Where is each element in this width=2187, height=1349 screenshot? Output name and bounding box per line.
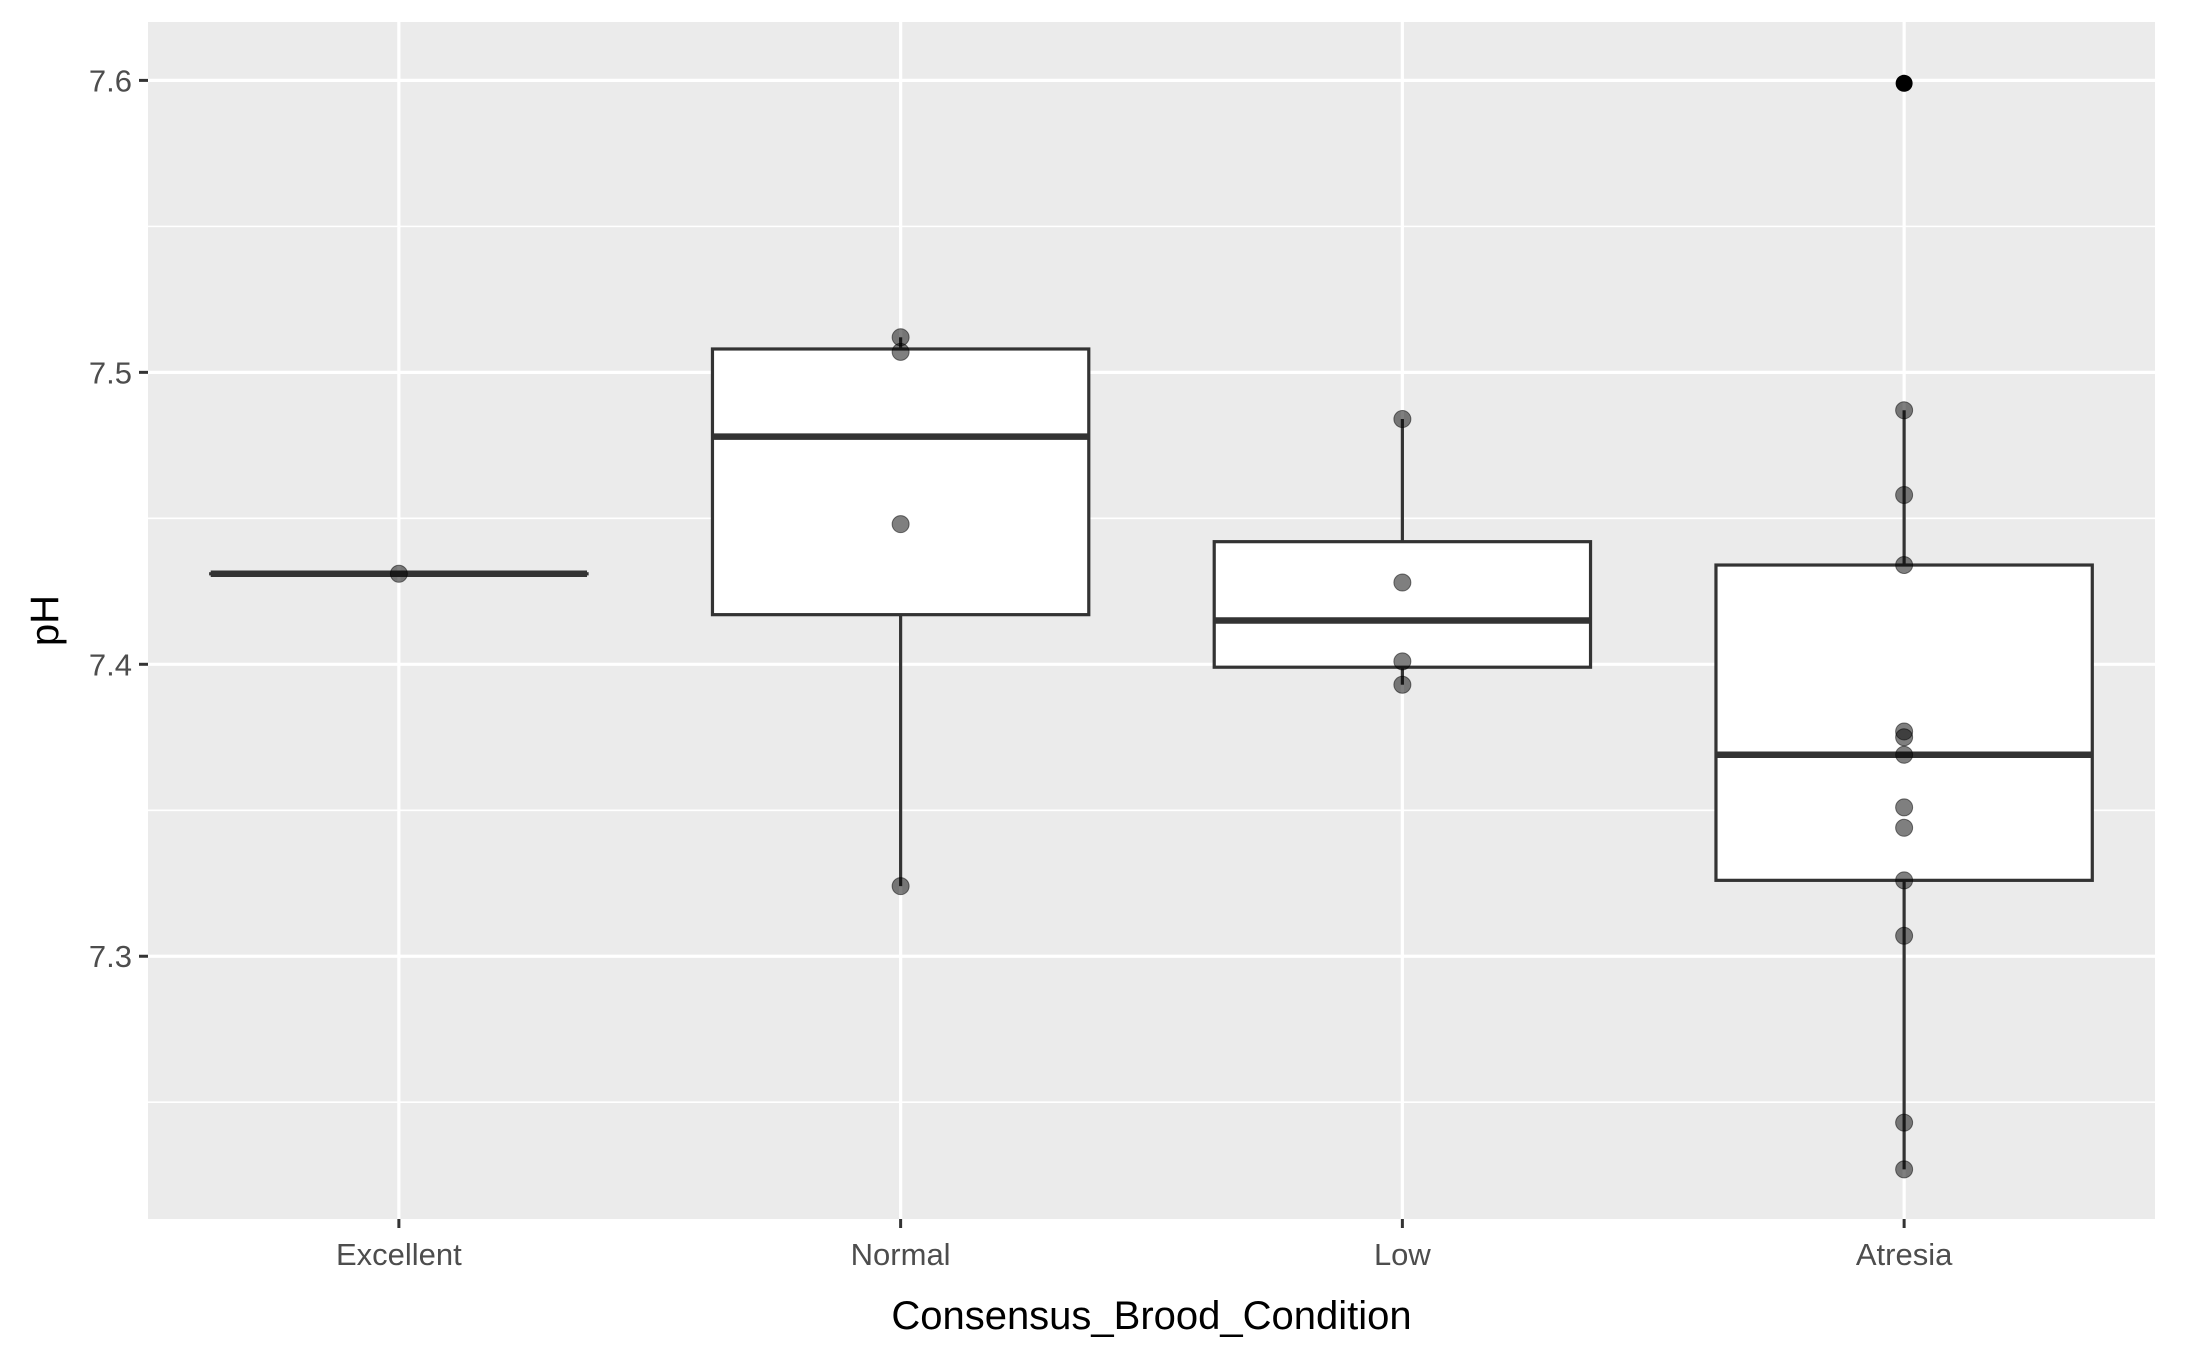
y-tick-label: 7.4 bbox=[89, 647, 132, 682]
data-point bbox=[1895, 818, 1914, 837]
data-point bbox=[1895, 401, 1914, 420]
x-tick-label: Low bbox=[1374, 1237, 1431, 1272]
y-axis-title: pH bbox=[23, 595, 67, 646]
data-point bbox=[1895, 926, 1914, 945]
box-low bbox=[1212, 419, 1593, 685]
outlier-point bbox=[1895, 74, 1913, 92]
y-axis: 7.3 7.4 7.5 7.6 bbox=[89, 63, 148, 974]
data-point bbox=[891, 877, 910, 896]
data-point bbox=[1895, 1113, 1914, 1132]
data-point bbox=[1895, 485, 1914, 504]
y-tick-label: 7.3 bbox=[89, 939, 132, 974]
x-tick-label: Normal bbox=[851, 1237, 951, 1272]
y-tick-label: 7.6 bbox=[89, 63, 132, 98]
x-axis-title: Consensus_Brood_Condition bbox=[891, 1294, 1411, 1338]
y-tick-label: 7.5 bbox=[89, 355, 132, 390]
data-point bbox=[1895, 556, 1914, 575]
data-point bbox=[1895, 745, 1914, 764]
data-point bbox=[1895, 871, 1914, 890]
box-normal bbox=[710, 337, 1091, 887]
x-tick-label: Excellent bbox=[336, 1237, 462, 1272]
data-point bbox=[1895, 798, 1914, 817]
data-point bbox=[891, 515, 910, 534]
data-point bbox=[389, 564, 408, 583]
data-point bbox=[1393, 410, 1412, 429]
data-point bbox=[1895, 1160, 1914, 1179]
jitter-points bbox=[389, 328, 1914, 1179]
x-axis: Excellent Normal Low Atresia bbox=[336, 1219, 1953, 1272]
data-point bbox=[891, 342, 910, 361]
box-iqr bbox=[710, 347, 1091, 617]
data-point bbox=[1393, 573, 1412, 592]
data-point bbox=[1393, 675, 1412, 694]
data-point bbox=[1895, 728, 1914, 747]
box-iqr bbox=[1212, 540, 1593, 669]
data-point bbox=[1393, 652, 1412, 671]
x-tick-label: Atresia bbox=[1856, 1237, 1953, 1272]
